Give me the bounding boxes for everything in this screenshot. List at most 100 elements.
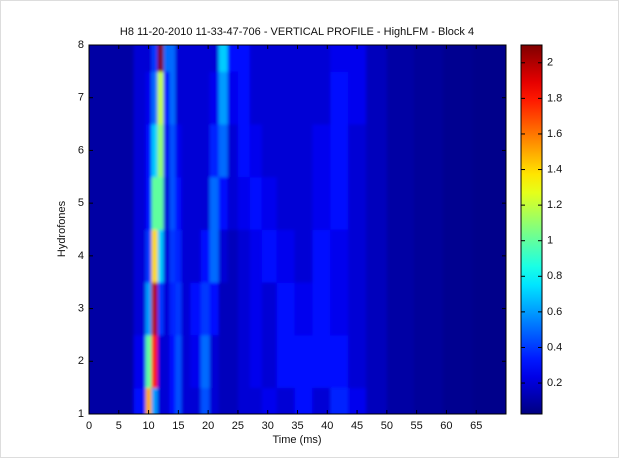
heat-cell <box>112 176 135 230</box>
heat-cell <box>443 387 474 414</box>
heat-cell <box>227 387 239 414</box>
heat-cell <box>276 229 295 283</box>
x-tick-label: 30 <box>262 420 274 432</box>
heat-cell <box>218 45 228 72</box>
heat-cell <box>200 229 211 283</box>
heat-cell <box>190 282 202 336</box>
colorbar-tick-label: 0.2 <box>547 377 562 389</box>
heat-cell <box>112 45 135 72</box>
heat-cell <box>133 334 146 389</box>
heat-cell <box>443 71 474 125</box>
heat-cell <box>209 282 219 336</box>
heat-cell <box>157 176 164 230</box>
heat-cell <box>175 124 182 178</box>
heat-cell <box>261 229 278 283</box>
heat-cell <box>249 124 263 178</box>
heat-cell <box>181 124 191 178</box>
heat-cell <box>237 71 251 125</box>
heat-cell <box>237 387 251 414</box>
heat-cell <box>145 176 152 230</box>
heat-cell <box>348 124 367 178</box>
heat-cell <box>163 334 170 389</box>
heat-cell <box>366 334 388 389</box>
heat-cell <box>413 387 444 414</box>
heat-cell <box>151 71 158 125</box>
heat-cell <box>157 45 164 72</box>
heat-cell <box>237 334 251 389</box>
heat-cell <box>163 124 170 178</box>
heat-cell <box>348 229 367 283</box>
heat-cell <box>443 124 474 178</box>
heat-cell <box>249 45 263 72</box>
heat-cell <box>157 71 164 125</box>
y-tick-label: 4 <box>78 250 84 262</box>
heat-cell <box>151 124 158 178</box>
heat-cell <box>181 45 191 72</box>
x-tick-label: 60 <box>440 420 452 432</box>
heat-cell <box>175 176 182 230</box>
heat-cell <box>366 282 388 336</box>
heat-cell <box>386 334 415 389</box>
colorbar-tick-label: 1.8 <box>547 92 562 104</box>
heat-cell <box>386 45 415 72</box>
heat-cell <box>151 229 158 283</box>
heat-cell <box>181 71 191 125</box>
heat-cell <box>330 229 349 283</box>
x-tick-label: 35 <box>291 420 303 432</box>
heat-cell <box>163 229 170 283</box>
heat-cell <box>218 176 228 230</box>
heat-cell <box>190 229 202 283</box>
heat-cell <box>133 282 146 336</box>
heat-cell <box>157 229 164 283</box>
heat-cell <box>261 282 278 336</box>
heat-cell <box>112 229 135 283</box>
heat-cell <box>151 282 158 336</box>
heat-cell <box>151 387 158 414</box>
heat-cell <box>227 229 239 283</box>
heat-cell <box>209 45 219 72</box>
heat-cell <box>163 45 170 72</box>
heat-cell <box>237 229 251 283</box>
x-tick-label: 50 <box>381 420 393 432</box>
heat-cell <box>200 71 211 125</box>
heat-cell <box>175 282 182 336</box>
heat-cell <box>386 176 415 230</box>
heat-cell <box>294 229 313 283</box>
heat-cell <box>89 229 114 283</box>
heat-cell <box>227 176 239 230</box>
heat-cell <box>163 387 170 414</box>
heat-cell <box>386 387 415 414</box>
heat-cell <box>181 229 191 283</box>
heat-cell <box>200 176 211 230</box>
heat-cell <box>190 334 202 389</box>
heat-cell <box>312 387 331 414</box>
x-tick-label: 65 <box>470 420 482 432</box>
x-tick-label: 25 <box>232 420 244 432</box>
heat-cell <box>209 71 219 125</box>
heat-cell <box>348 45 367 72</box>
colorbar-tick-label: 0.4 <box>547 341 562 353</box>
x-tick-label: 40 <box>321 420 333 432</box>
heat-cell <box>89 282 114 336</box>
heat-cell <box>249 334 263 389</box>
heat-cell <box>190 45 202 72</box>
colorbar-tick-label: 1.4 <box>547 163 562 175</box>
heat-cell <box>181 176 191 230</box>
heat-cell <box>261 176 278 230</box>
heat-cell <box>218 71 228 125</box>
colorbar <box>520 44 543 415</box>
heat-cell <box>145 124 152 178</box>
heat-cell <box>348 71 367 125</box>
heat-cell <box>157 282 164 336</box>
heat-cell <box>181 282 191 336</box>
colorbar-tick-label: 1.2 <box>547 199 562 211</box>
heat-cell <box>227 71 239 125</box>
heatmap-cells <box>89 45 506 414</box>
heat-cell <box>413 229 444 283</box>
heat-cell <box>209 387 219 414</box>
heat-cell <box>276 176 295 230</box>
heat-cell <box>276 71 295 125</box>
heat-cell <box>200 387 211 414</box>
heat-cell <box>218 387 228 414</box>
